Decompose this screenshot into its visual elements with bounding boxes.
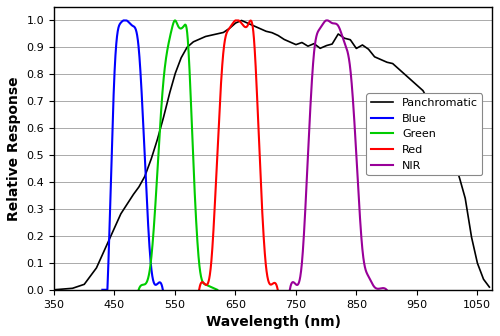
Green <box>214 288 220 292</box>
NIR <box>366 276 372 280</box>
Red <box>234 18 240 23</box>
Green <box>172 18 178 23</box>
Red <box>243 25 249 29</box>
Red <box>196 288 202 292</box>
Legend: Panchromatic, Blue, Green, Red, NIR: Panchromatic, Blue, Green, Red, NIR <box>366 93 482 175</box>
Blue <box>136 44 141 48</box>
Blue <box>128 23 134 27</box>
Red <box>234 18 239 23</box>
Red <box>232 18 238 23</box>
Panchromatic <box>252 24 258 28</box>
Blue <box>158 283 164 287</box>
Red <box>274 288 280 292</box>
Blue <box>100 288 105 292</box>
Green <box>182 23 188 27</box>
Panchromatic <box>263 29 269 33</box>
Green <box>173 19 179 24</box>
Red <box>273 282 279 286</box>
Green <box>200 281 206 285</box>
Red <box>260 236 266 240</box>
Red <box>239 22 245 26</box>
Line: Panchromatic: Panchromatic <box>54 20 490 290</box>
Panchromatic <box>51 288 57 292</box>
NIR <box>287 288 293 292</box>
NIR <box>334 22 340 26</box>
Line: Green: Green <box>138 20 218 290</box>
Line: Blue: Blue <box>102 20 163 290</box>
NIR <box>324 18 330 23</box>
NIR <box>340 35 345 39</box>
Blue <box>128 23 134 27</box>
Panchromatic <box>474 258 480 262</box>
Green <box>136 288 141 292</box>
Blue <box>132 26 138 30</box>
NIR <box>333 22 339 26</box>
Green <box>174 20 180 25</box>
Panchromatic <box>474 259 480 263</box>
Blue <box>149 272 155 277</box>
Green <box>178 27 184 31</box>
NIR <box>384 288 390 292</box>
Line: Red: Red <box>199 20 278 290</box>
Line: NIR: NIR <box>290 20 386 290</box>
NIR <box>382 286 388 290</box>
Panchromatic <box>73 285 79 289</box>
Blue <box>160 288 166 292</box>
X-axis label: Wavelength (nm): Wavelength (nm) <box>206 315 340 329</box>
Panchromatic <box>394 66 400 70</box>
Panchromatic <box>486 285 492 289</box>
Green <box>212 287 218 291</box>
NIR <box>344 50 350 54</box>
Y-axis label: Relative Response: Relative Response <box>7 76 21 221</box>
Panchromatic <box>238 18 244 23</box>
Blue <box>120 18 126 23</box>
